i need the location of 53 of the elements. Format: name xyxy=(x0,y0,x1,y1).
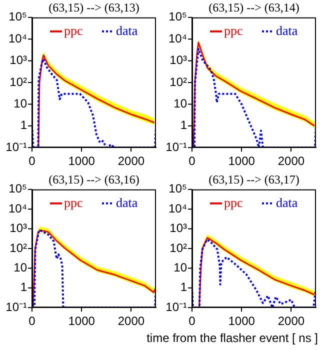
x-tick-label: 1000 xyxy=(228,314,256,328)
x-axis-title: time from the flasher event [ ns ] xyxy=(146,331,318,345)
legend-label: data xyxy=(276,22,298,38)
x-tick-label: 0 xyxy=(188,154,196,168)
y-tick-label: 10⁵ xyxy=(8,10,28,24)
legend-label: data xyxy=(116,194,138,210)
legend-label: ppc xyxy=(64,194,83,210)
y-tick-label: 10⁴ xyxy=(168,201,187,216)
y-tick-label: 10⁵ xyxy=(168,10,188,24)
chart-title: (63,15) --> (63,13) xyxy=(48,0,140,14)
y-tick-label: 10⁻¹ xyxy=(6,140,28,154)
y-tick-label: 10³ xyxy=(10,53,28,68)
y-tick-label: 10⁴ xyxy=(8,31,27,46)
y-tick-label: 10⁵ xyxy=(168,182,188,196)
legend-label: data xyxy=(116,22,138,38)
y-tick-label: 10³ xyxy=(170,221,188,236)
x-tick-label: 1000 xyxy=(68,154,96,168)
legend-label: ppc xyxy=(64,22,83,38)
x-tick-label: 0 xyxy=(28,154,36,168)
x-tick-label: 1000 xyxy=(68,314,96,328)
y-tick-label: 10 xyxy=(174,260,188,275)
y-tick-label: 10⁻¹ xyxy=(166,300,188,314)
y-tick-label: 10⁻¹ xyxy=(6,300,28,314)
x-tick-label: 2000 xyxy=(278,154,305,168)
chart-title: (63,15) --> (63,17) xyxy=(208,172,300,186)
y-tick-label: 1 xyxy=(20,118,28,132)
chart-title: (63,15) --> (63,14) xyxy=(208,0,300,14)
y-tick-label: 10⁴ xyxy=(8,201,27,216)
y-tick-label: 10⁴ xyxy=(168,31,187,46)
y-tick-label: 10⁻¹ xyxy=(166,140,188,154)
y-tick-label: 1 xyxy=(20,280,28,294)
legend-label: data xyxy=(276,194,298,210)
x-tick-label: 2000 xyxy=(118,154,145,168)
chart-title: (63,15) --> (63,16) xyxy=(48,172,140,186)
y-tick-label: 10⁵ xyxy=(8,182,28,196)
y-tick-label: 10 xyxy=(174,96,188,111)
y-tick-label: 1 xyxy=(180,280,188,294)
y-tick-label: 10 xyxy=(14,96,28,111)
y-tick-label: 1 xyxy=(180,118,188,132)
y-tick-label: 10² xyxy=(170,74,188,89)
y-tick-label: 10³ xyxy=(170,53,188,68)
x-tick-label: 0 xyxy=(28,314,36,328)
x-tick-label: 2000 xyxy=(278,314,305,328)
x-tick-label: 1000 xyxy=(228,154,256,168)
y-tick-label: 10² xyxy=(10,74,28,89)
y-tick-label: 10 xyxy=(14,260,28,275)
legend-label: ppc xyxy=(224,22,243,38)
x-tick-label: 0 xyxy=(188,314,196,328)
y-tick-label: 10³ xyxy=(10,221,28,236)
y-tick-label: 10² xyxy=(10,240,28,255)
legend-label: ppc xyxy=(224,194,243,210)
y-tick-label: 10² xyxy=(170,240,188,255)
x-tick-label: 2000 xyxy=(118,314,145,328)
